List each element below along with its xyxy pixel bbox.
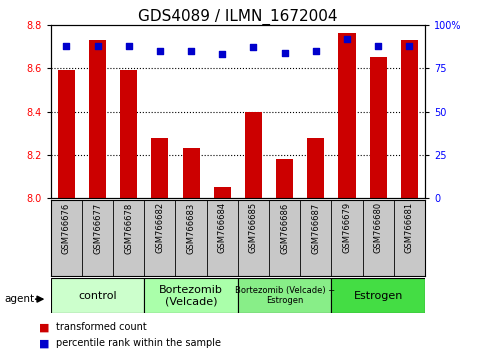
Text: agent: agent — [5, 294, 35, 304]
Bar — [120, 70, 137, 198]
Bar — [339, 34, 355, 198]
Text: percentile rank within the sample: percentile rank within the sample — [56, 338, 221, 348]
Point — [312, 48, 320, 54]
Bar — [331, 278, 425, 313]
Point — [94, 43, 101, 48]
Text: GSM766681: GSM766681 — [405, 202, 414, 253]
Bar — [307, 138, 325, 198]
Bar — [401, 40, 418, 198]
Text: control: control — [78, 291, 117, 301]
Text: GSM766679: GSM766679 — [342, 202, 352, 253]
Point — [343, 36, 351, 41]
Bar — [51, 278, 144, 313]
Bar — [144, 278, 238, 313]
Bar — [276, 159, 293, 198]
Text: Bortezomib
(Velcade): Bortezomib (Velcade) — [159, 285, 223, 307]
Bar — [58, 70, 75, 198]
Text: transformed count: transformed count — [56, 322, 146, 332]
Bar — [369, 57, 387, 198]
Text: GSM766676: GSM766676 — [62, 202, 71, 253]
Point — [187, 48, 195, 54]
Text: GSM766687: GSM766687 — [312, 202, 320, 253]
Text: GSM766682: GSM766682 — [156, 202, 164, 253]
Text: Bortezomib (Velcade) +
Estrogen: Bortezomib (Velcade) + Estrogen — [235, 286, 335, 305]
Bar — [245, 112, 262, 198]
Text: GSM766684: GSM766684 — [218, 202, 227, 253]
Text: GSM766677: GSM766677 — [93, 202, 102, 253]
Point — [156, 48, 164, 54]
Text: GSM766678: GSM766678 — [124, 202, 133, 253]
Bar — [238, 278, 331, 313]
Bar — [151, 138, 169, 198]
Point — [218, 51, 226, 57]
Title: GDS4089 / ILMN_1672004: GDS4089 / ILMN_1672004 — [138, 8, 338, 25]
Point — [62, 43, 70, 48]
Text: GSM766680: GSM766680 — [374, 202, 383, 253]
Bar — [89, 40, 106, 198]
Text: ■: ■ — [39, 322, 49, 332]
Bar — [213, 187, 231, 198]
Text: GSM766683: GSM766683 — [186, 202, 196, 253]
Text: Estrogen: Estrogen — [354, 291, 403, 301]
Point — [250, 45, 257, 50]
Point — [281, 50, 288, 55]
Text: GSM766685: GSM766685 — [249, 202, 258, 253]
Point — [125, 43, 132, 48]
Point — [406, 43, 413, 48]
Point — [374, 43, 382, 48]
Bar — [183, 148, 199, 198]
Text: ■: ■ — [39, 338, 49, 348]
Text: GSM766686: GSM766686 — [280, 202, 289, 253]
